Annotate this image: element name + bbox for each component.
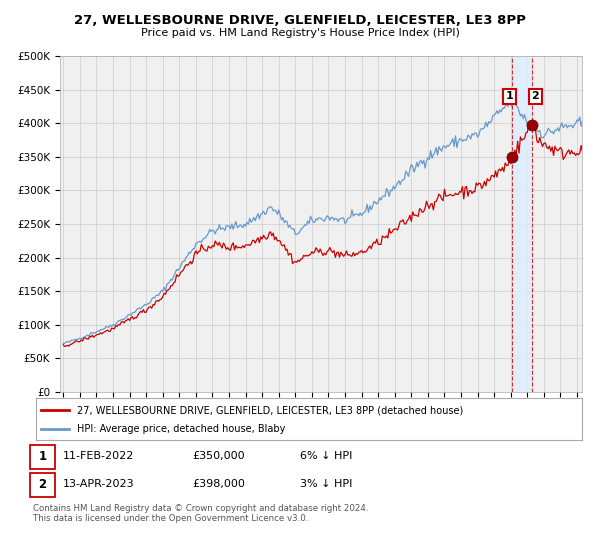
Text: 11-FEB-2022: 11-FEB-2022 bbox=[63, 451, 134, 461]
Text: 3% ↓ HPI: 3% ↓ HPI bbox=[300, 479, 352, 489]
Text: 13-APR-2023: 13-APR-2023 bbox=[63, 479, 134, 489]
Bar bbox=[512, 56, 532, 392]
Text: 2: 2 bbox=[532, 91, 539, 101]
Text: 1: 1 bbox=[38, 450, 47, 463]
Text: 2: 2 bbox=[38, 478, 47, 491]
Text: £398,000: £398,000 bbox=[192, 479, 245, 489]
Text: Contains HM Land Registry data © Crown copyright and database right 2024.
This d: Contains HM Land Registry data © Crown c… bbox=[33, 504, 368, 524]
Text: 1: 1 bbox=[506, 91, 514, 101]
Text: Price paid vs. HM Land Registry's House Price Index (HPI): Price paid vs. HM Land Registry's House … bbox=[140, 28, 460, 38]
Text: 27, WELLESBOURNE DRIVE, GLENFIELD, LEICESTER, LE3 8PP: 27, WELLESBOURNE DRIVE, GLENFIELD, LEICE… bbox=[74, 14, 526, 27]
Text: 6% ↓ HPI: 6% ↓ HPI bbox=[300, 451, 352, 461]
Text: 27, WELLESBOURNE DRIVE, GLENFIELD, LEICESTER, LE3 8PP (detached house): 27, WELLESBOURNE DRIVE, GLENFIELD, LEICE… bbox=[77, 405, 463, 415]
Text: £350,000: £350,000 bbox=[192, 451, 245, 461]
Text: HPI: Average price, detached house, Blaby: HPI: Average price, detached house, Blab… bbox=[77, 424, 286, 434]
